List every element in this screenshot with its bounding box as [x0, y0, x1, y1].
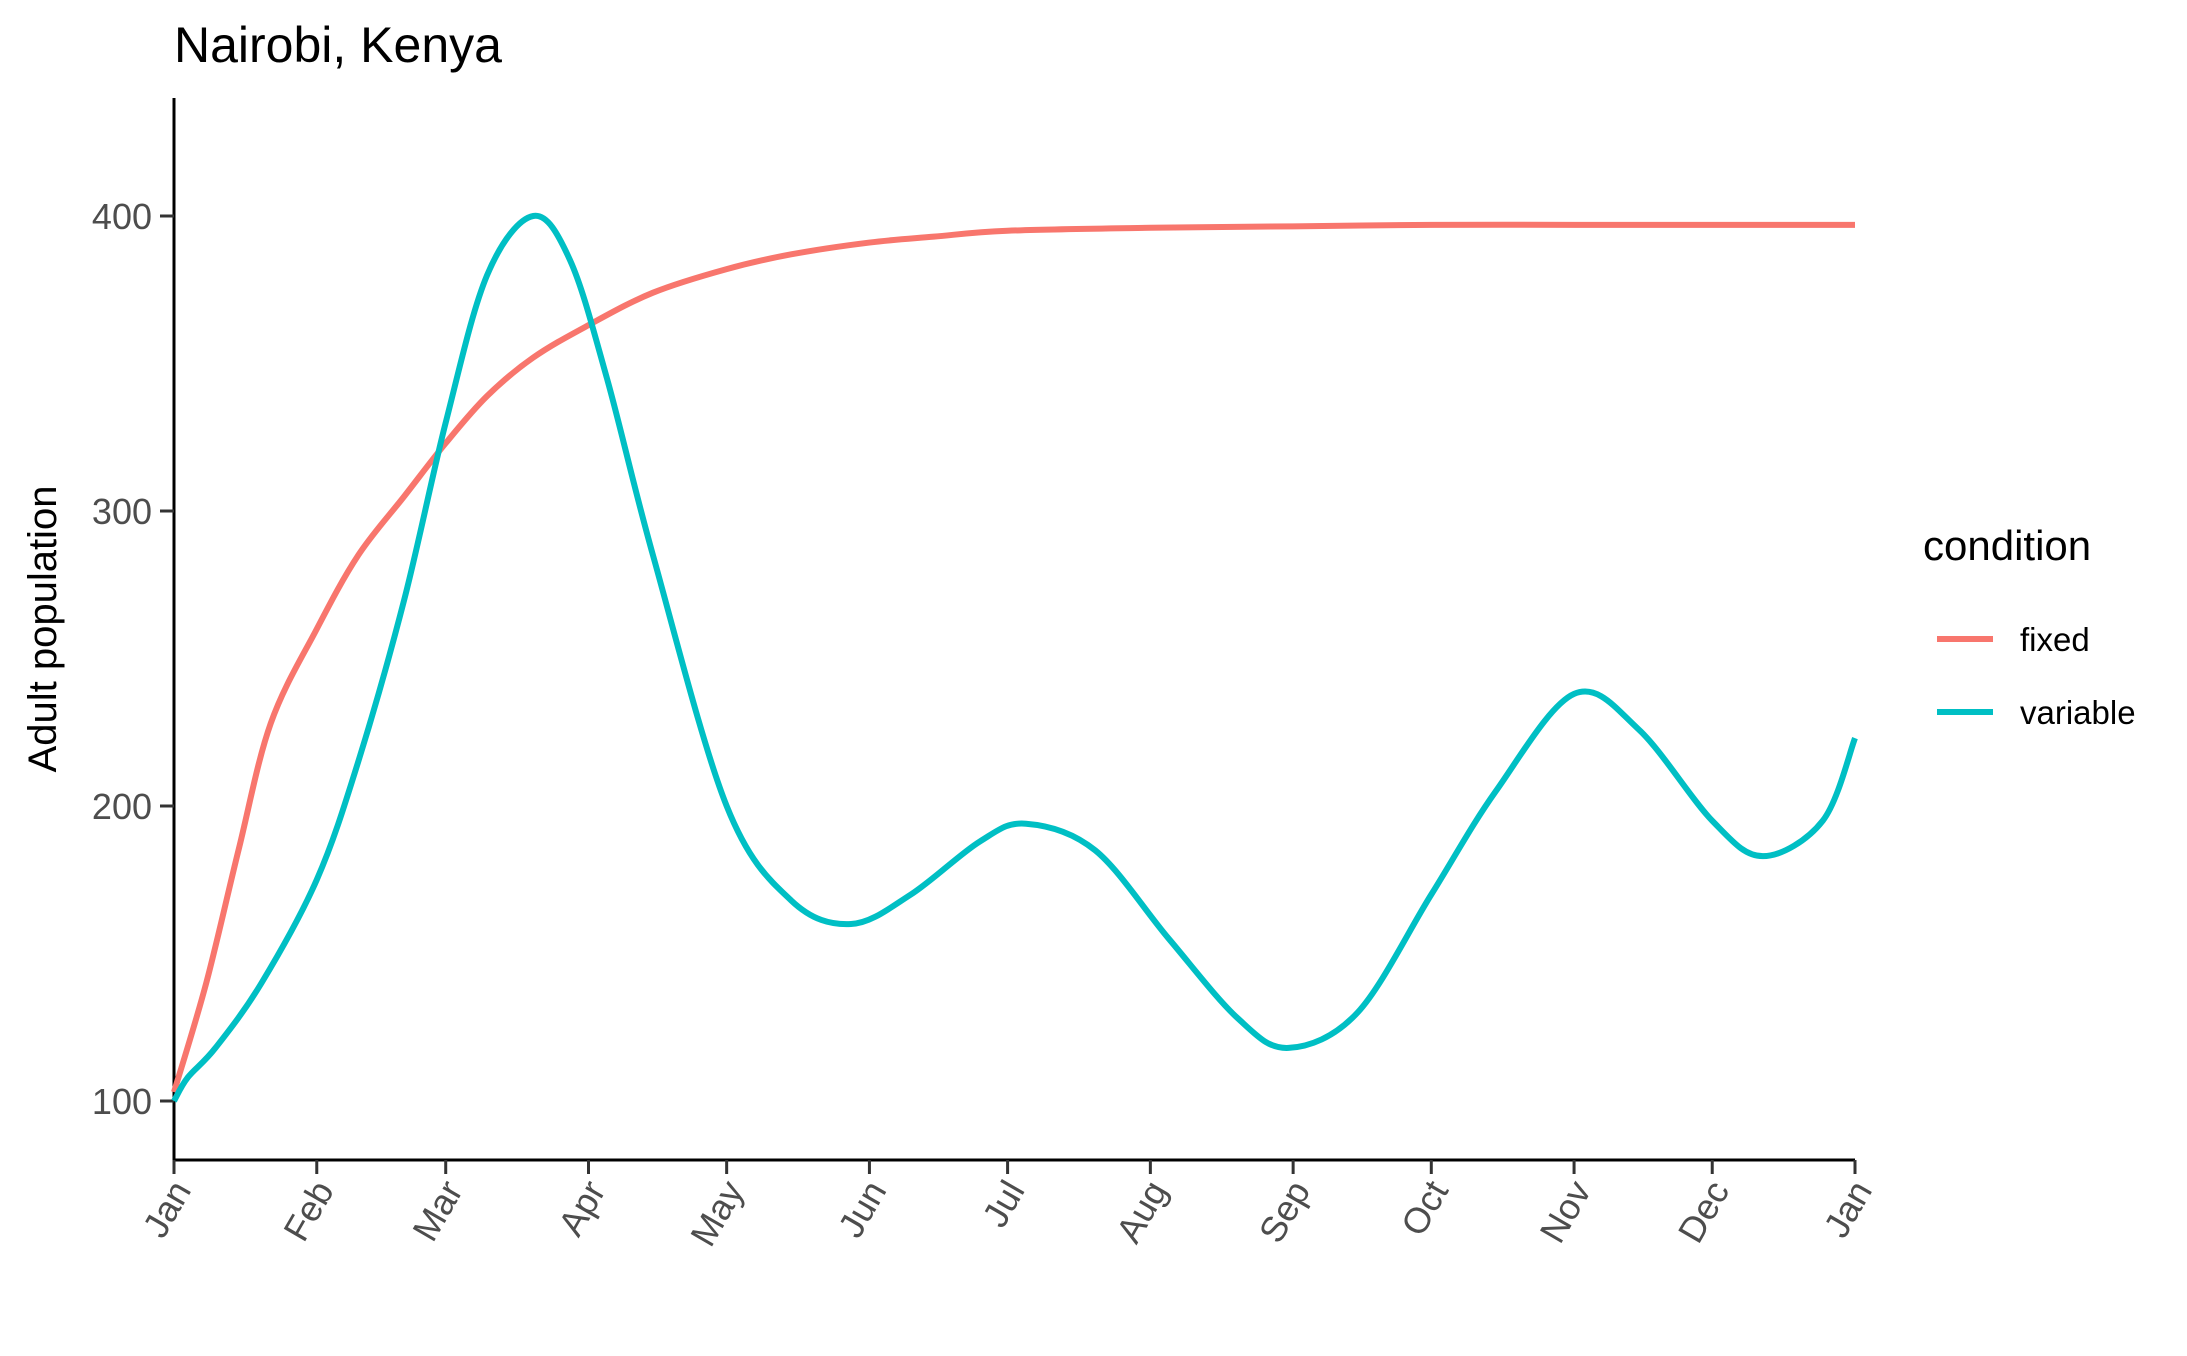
series-line-fixed — [171, 221, 1855, 1093]
x-tick-label: May — [682, 1174, 752, 1253]
x-tick-label: Jun — [830, 1174, 895, 1245]
x-tick-label: Apr — [550, 1173, 614, 1242]
plot-area: 100 200 300 400 Jan Feb Mar Apr May Jun Jul Aug Sep O… — [92, 98, 1880, 1253]
y-tick-label: 200 — [92, 786, 152, 827]
x-tick-label: Oct — [1393, 1174, 1457, 1243]
legend-items: fixed variable — [1937, 621, 2136, 731]
x-tick-label: Sep — [1251, 1174, 1319, 1250]
legend-label-variable: variable — [2020, 694, 2136, 731]
y-axis-label: Adult population — [21, 486, 65, 773]
x-tick-label: Aug — [1108, 1174, 1176, 1250]
x-tick-label: Dec — [1670, 1174, 1738, 1250]
series-line-variable — [171, 212, 1858, 1103]
x-tick-label: Jan — [1815, 1174, 1880, 1245]
x-tick-label: Jul — [974, 1174, 1033, 1234]
x-tick-label: Feb — [275, 1174, 342, 1248]
x-tick-label: Mar — [404, 1173, 471, 1247]
x-tick-label: Jan — [134, 1174, 199, 1245]
y-tick-label: 400 — [92, 196, 152, 237]
y-tick-label: 300 — [92, 491, 152, 532]
legend: condition fixed variable — [1923, 522, 2136, 731]
chart-title: Nairobi, Kenya — [174, 17, 502, 73]
x-tick-label: Nov — [1531, 1174, 1599, 1250]
legend-label-fixed: fixed — [2020, 621, 2090, 658]
legend-title: condition — [1923, 522, 2091, 569]
y-tick-label: 100 — [92, 1081, 152, 1122]
